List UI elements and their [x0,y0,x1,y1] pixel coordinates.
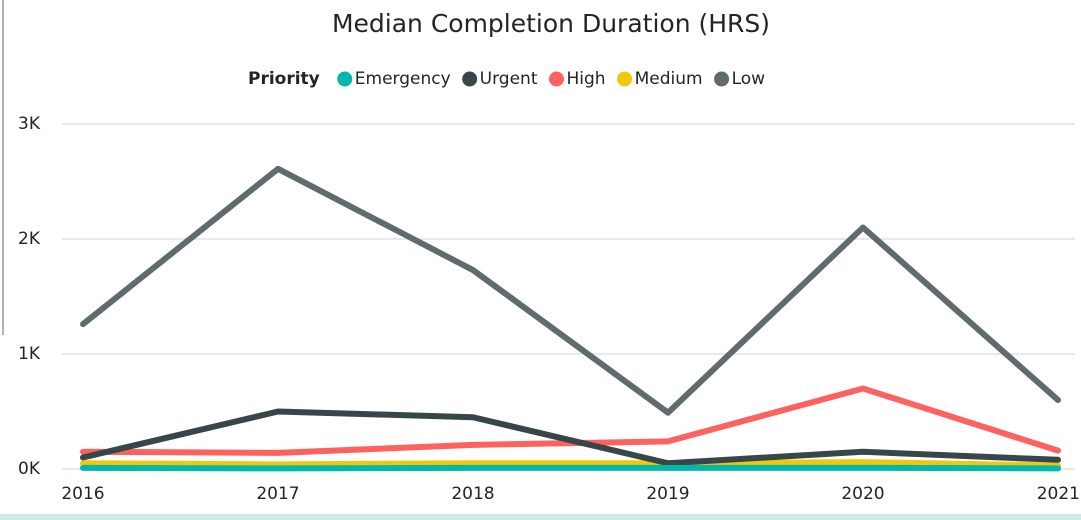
legend-title: Priority [248,69,320,89]
y-tick-label: 3K [18,114,41,134]
legend-label: Emergency [355,69,451,89]
x-tick-label: 2021 [1037,484,1080,504]
chart-title: Median Completion Duration (HRS) [332,9,770,38]
legend-marker [549,71,564,87]
y-tick-label: 2K [18,229,41,249]
legend-marker [337,71,353,87]
frame-bottom [0,514,1081,520]
legend-marker [617,71,633,87]
legend-label: Low [732,69,766,89]
x-tick-label: 2016 [61,484,104,504]
line-series [80,165,1061,416]
legend-marker [462,71,478,87]
line-series [80,464,1061,472]
y-tick-label: 0K [18,459,41,479]
legend-label: High [567,69,606,89]
x-tick-label: 2019 [646,484,689,504]
legend-label: Urgent [480,69,538,89]
x-tick-label: 2017 [256,484,299,504]
x-tick-label: 2020 [841,484,884,504]
line-series [80,459,1061,469]
line-series [80,408,1061,467]
legend-marker [714,71,730,87]
x-tick-label: 2018 [451,484,494,504]
y-tick-label: 1K [18,344,41,364]
legend-label: Medium [635,69,703,89]
plot: 0K 1K 2K 3K 2016 2017 2018 2019 2020 2021 [18,114,1080,504]
legend: Priority Emergency Urgent High Medium Low [248,69,765,89]
